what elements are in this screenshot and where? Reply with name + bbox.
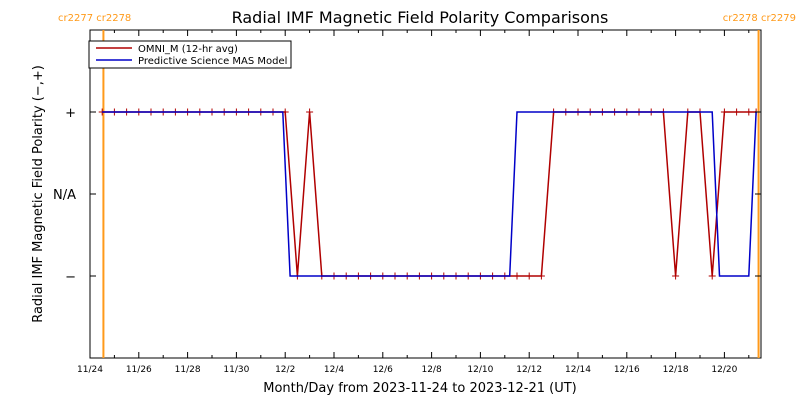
- chart-title: Radial IMF Magnetic Field Polarity Compa…: [232, 8, 609, 27]
- series-layer: [98, 108, 760, 280]
- legend-label-mas: Predictive Science MAS Model: [138, 56, 287, 67]
- x-tick-label-1: 11/26: [126, 365, 152, 375]
- series-0-point-17: [306, 108, 314, 116]
- series-0-point-53: [745, 108, 753, 116]
- carrington-label-0: cr2277 cr2278: [58, 13, 131, 24]
- x-tick-label-0: 11/24: [77, 365, 103, 375]
- x-tick-label-2: 11/28: [175, 365, 201, 375]
- x-tick-label-11: 12/16: [614, 365, 640, 375]
- x-tick-label-10: 12/14: [565, 365, 591, 375]
- axis-layer: 11/24 11/26 11/28 11/30 12/2 12/4 12/6 12/8 12/1…: [53, 30, 761, 375]
- series-line-1: [102, 111, 757, 277]
- carrington-label-1: cr2278 cr2279: [723, 13, 796, 24]
- x-tick-label-9: 12/12: [516, 365, 542, 375]
- series-0-point-36: [537, 272, 545, 280]
- y-tick-label-0: +: [65, 106, 76, 121]
- series-0-point-52: [733, 108, 741, 116]
- x-tick-label-7: 12/8: [421, 365, 441, 375]
- x-tick-label-8: 12/10: [467, 365, 493, 375]
- x-axis-title: Month/Day from 2023-11-24 to 2023-12-21 …: [263, 381, 576, 396]
- y-tick-label-2: −: [65, 270, 76, 285]
- y-tick-label-1: N/A: [53, 188, 76, 203]
- x-tick-label-12: 12/18: [663, 365, 689, 375]
- series-0-point-35: [525, 272, 533, 280]
- x-tick-label-6: 12/6: [373, 365, 393, 375]
- legend-box: [88, 40, 292, 69]
- series-0-point-50: [708, 272, 716, 280]
- series-0-point-47: [672, 272, 680, 280]
- plot-frame: [89, 29, 762, 359]
- legend: OMNI_M (12-hr avg) Predictive Science MA…: [88, 40, 292, 69]
- x-tick-label-4: 12/2: [275, 365, 295, 375]
- series-line-0: [102, 111, 757, 277]
- series-0-point-51: [720, 108, 728, 116]
- x-tick-label-3: 11/30: [223, 365, 249, 375]
- series-0-point-34: [513, 272, 521, 280]
- x-tick-label-13: 12/20: [711, 365, 737, 375]
- y-axis-title: Radial IMF Magnetic Field Polarity (−,+): [31, 65, 46, 323]
- x-tick-label-5: 12/4: [324, 365, 344, 375]
- legend-label-omni: OMNI_M (12-hr avg): [138, 44, 238, 55]
